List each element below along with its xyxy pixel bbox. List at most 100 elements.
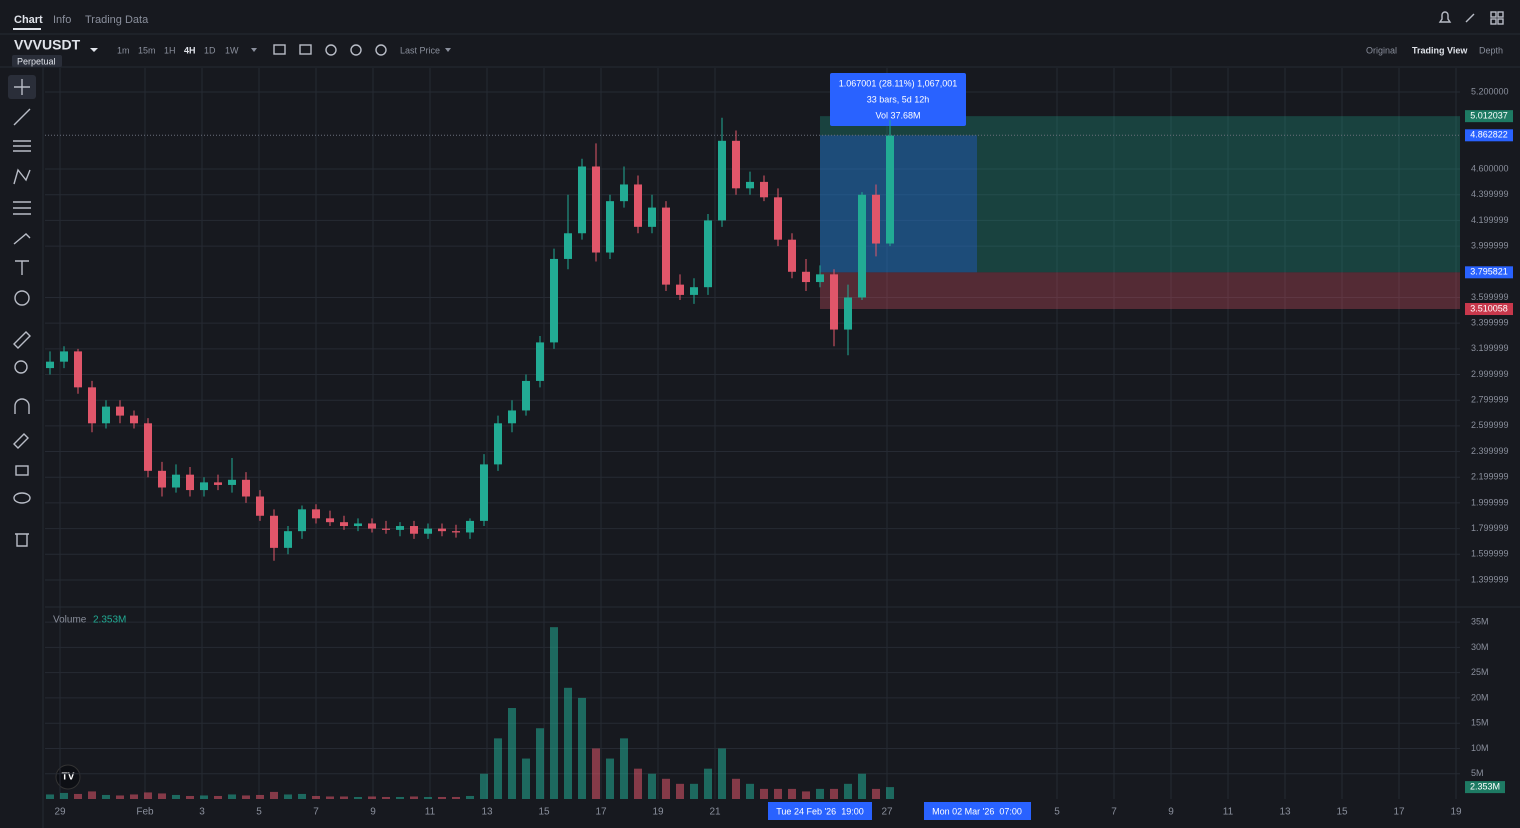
tool-brush[interactable] <box>13 233 31 245</box>
x-tick-label: 11 <box>425 807 436 818</box>
volume-bar <box>774 788 782 799</box>
price-tag <box>1465 303 1513 316</box>
y-tick-label: 2.399999 <box>1471 446 1509 456</box>
candle-body <box>46 361 54 369</box>
candle-body <box>536 342 544 381</box>
candle-body <box>116 406 124 416</box>
candle-body <box>662 207 670 285</box>
tool-emoji[interactable] <box>14 290 30 306</box>
tool-magnet[interactable] <box>14 398 30 414</box>
volume-bar <box>242 795 250 799</box>
volume-bar <box>130 794 138 799</box>
volume-bar <box>592 748 600 799</box>
candle-body <box>886 135 894 244</box>
view[interactable]: Original <box>1366 45 1397 55</box>
interval[interactable]: 1W <box>225 45 239 55</box>
icon[interactable] <box>1497 11 1504 18</box>
tool-ruler[interactable] <box>13 331 31 349</box>
tab[interactable]: Info <box>53 14 71 26</box>
candle-body <box>550 258 558 343</box>
tool-pattern[interactable] <box>13 168 31 185</box>
icon[interactable] <box>375 44 387 56</box>
x-tick-label: 15 <box>538 807 550 818</box>
tab[interactable]: Trading Data <box>85 14 149 26</box>
candle-body <box>256 496 264 516</box>
date-tag <box>924 802 1031 820</box>
icon[interactable] <box>299 44 312 55</box>
dropdown-arrow[interactable] <box>90 48 98 52</box>
dropdown-arrow[interactable] <box>445 48 451 52</box>
volume-bar <box>200 795 208 799</box>
candle-body <box>144 423 152 471</box>
y-tick-label: 2.199999 <box>1471 472 1509 482</box>
volume-tag <box>1465 781 1505 794</box>
icon[interactable] <box>1465 13 1475 23</box>
icon[interactable] <box>325 44 337 56</box>
candle-body <box>592 166 600 253</box>
logo-mark: TV <box>62 772 75 783</box>
interval[interactable]: 4H <box>184 45 196 55</box>
view[interactable]: Depth <box>1479 45 1503 55</box>
x-tick-label: 5 <box>256 807 262 818</box>
y-tick-label: 1.799999 <box>1471 523 1509 533</box>
tool-zoom[interactable] <box>14 360 28 374</box>
volume-bar <box>466 795 474 799</box>
candle-body <box>130 415 138 424</box>
volume-bar <box>844 783 852 799</box>
candle-body <box>564 233 572 259</box>
candle-body <box>494 423 502 465</box>
y-tick-label: 1.599999 <box>1471 549 1509 559</box>
volume-bar <box>438 796 446 799</box>
volume-bar <box>662 778 670 799</box>
badge <box>12 55 62 67</box>
tool-lock[interactable] <box>15 465 29 476</box>
volume-tick-label: 20M <box>1471 692 1489 702</box>
tool-lines[interactable] <box>13 140 31 152</box>
x-tick-label: 9 <box>370 807 376 818</box>
volume-tick-label: 5M <box>1471 768 1484 778</box>
x-tick-label: 7 <box>1111 807 1117 818</box>
candle-body <box>452 531 460 533</box>
tool-delete[interactable] <box>15 533 29 547</box>
candle-body <box>690 287 698 295</box>
candle-body <box>270 515 278 548</box>
volume-bar <box>634 768 642 799</box>
interval[interactable]: 1m <box>117 45 130 55</box>
icon[interactable] <box>1438 11 1452 23</box>
candle-body <box>88 387 96 424</box>
candle-body <box>312 509 320 519</box>
volume-bar <box>312 795 320 799</box>
tool-text[interactable] <box>15 260 29 275</box>
interval[interactable]: 15m <box>138 45 156 55</box>
tool-line[interactable] <box>13 108 31 126</box>
measure-text: 1.067001 (28.11%) 1,067,001 <box>839 78 957 88</box>
tool-fib[interactable] <box>13 201 31 215</box>
tool-crosshair[interactable] <box>14 79 30 95</box>
icon[interactable] <box>1490 11 1497 18</box>
tool-lock-draw[interactable] <box>13 433 29 449</box>
y-tick-label: 4.600000 <box>1471 163 1509 173</box>
icon[interactable] <box>1490 18 1497 25</box>
tool-eye[interactable] <box>13 492 31 504</box>
icon[interactable] <box>350 44 362 56</box>
price-source[interactable]: Last Price <box>400 45 440 55</box>
icon[interactable] <box>273 44 286 55</box>
candle-body <box>172 474 180 488</box>
interval[interactable]: 1H <box>164 45 176 55</box>
price-tag-label: 3.795821 <box>1470 267 1508 277</box>
icon[interactable] <box>1497 18 1504 25</box>
dropdown-arrow[interactable] <box>251 48 257 52</box>
candle-body <box>382 528 390 530</box>
candle-body <box>466 520 474 533</box>
volume-bar <box>802 791 810 799</box>
volume-bar <box>354 796 362 799</box>
view[interactable]: Trading View <box>1412 45 1468 55</box>
interval[interactable]: 1D <box>204 45 216 55</box>
tab[interactable]: Chart <box>14 14 43 26</box>
candle-body <box>242 479 250 497</box>
candle-body <box>410 526 418 534</box>
candle-body <box>872 194 880 244</box>
volume-bar <box>410 796 418 799</box>
symbol[interactable]: VVVUSDT <box>14 37 81 53</box>
logo[interactable] <box>55 764 81 790</box>
